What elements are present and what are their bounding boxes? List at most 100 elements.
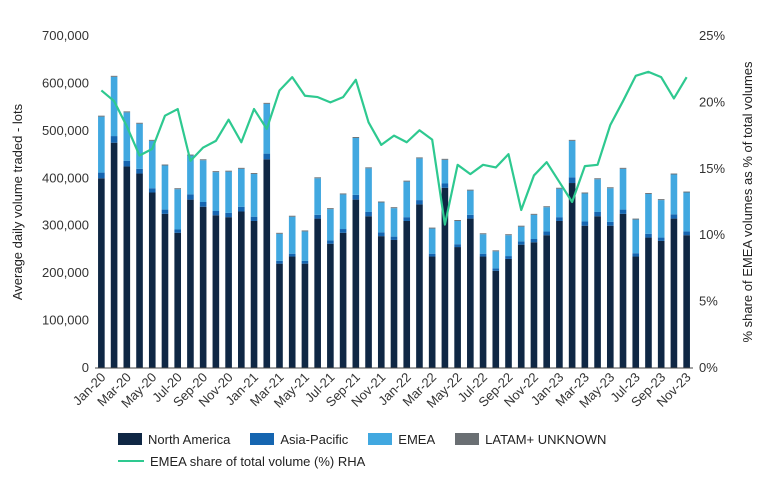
bar-segment-asia-pacific [416, 200, 423, 205]
bar-segment-emea [327, 209, 334, 241]
bar-segment-latam-unknown [428, 227, 436, 229]
bar-segment-north-america [416, 204, 423, 368]
bar-segment-north-america [632, 256, 640, 368]
bar-segment-latam-unknown [505, 234, 512, 236]
bar-segment-north-america [212, 215, 220, 368]
bar-segment-latam-unknown [136, 122, 143, 124]
bar-segment-latam-unknown [123, 111, 131, 113]
bar-segment-emea [606, 188, 614, 222]
bar-segment-latam-unknown [174, 188, 182, 190]
legend-item-latam-unknown: LATAM+ UNKNOWN [455, 432, 606, 447]
bar-segment-emea [352, 137, 360, 195]
bar-segment-asia-pacific [250, 216, 258, 221]
bar-segment-emea [632, 219, 640, 254]
bar-segment-latam-unknown [288, 215, 296, 217]
bar-segment-north-america [492, 270, 500, 368]
bar-segment-latam-unknown [683, 191, 690, 193]
bar-segment-north-america [479, 256, 487, 368]
bar-segment-latam-unknown [645, 192, 652, 194]
legend-swatch [250, 433, 275, 445]
bar-segment-latam-unknown [581, 192, 589, 194]
legend-label: LATAM+ UNKNOWN [485, 431, 607, 447]
bar-segment-emea [123, 112, 131, 161]
bar-segment-emea [288, 216, 296, 254]
bar-segment-emea [530, 214, 538, 239]
bar-segment-north-america [250, 220, 258, 368]
bar-segment-asia-pacific [467, 214, 474, 219]
bar-segment-latam-unknown [492, 250, 500, 252]
bar-segment-emea [543, 207, 550, 232]
bar-segment-asia-pacific [517, 241, 525, 245]
bar-segment-north-america [390, 239, 398, 368]
bar-segment-north-america [619, 213, 627, 368]
bar-segment-north-america [530, 242, 538, 368]
y2-tick-label: 25% [699, 28, 725, 43]
bar-segment-emea [441, 159, 449, 184]
bar-segment-latam-unknown [365, 167, 372, 169]
bar-segment-asia-pacific [110, 136, 118, 143]
bar-segment-north-america [454, 247, 461, 368]
bar-segment-north-america [594, 216, 601, 368]
bar-segment-latam-unknown [98, 115, 105, 117]
bar-segment-latam-unknown [110, 75, 118, 77]
bar-segment-emea [199, 160, 207, 202]
bar-segment-latam-unknown [212, 171, 220, 173]
bar-segment-latam-unknown [403, 180, 411, 182]
bar-segment-north-america [441, 187, 449, 368]
bar-segment-emea [505, 235, 512, 257]
legend-row: North America Asia-Pacific EMEA LATAM+ UNKN… [118, 428, 738, 450]
bar-segment-asia-pacific [352, 194, 360, 200]
bar-segment-north-america [683, 235, 690, 368]
bar-segment-asia-pacific [187, 194, 194, 200]
bar-segment-latam-unknown [238, 167, 245, 169]
bar-segment-emea [136, 123, 143, 169]
bar-segment-emea [365, 168, 372, 212]
bar-segment-north-america [187, 199, 194, 368]
bar-segment-north-america [606, 225, 614, 368]
bar-segment-asia-pacific [619, 209, 627, 214]
bar-segment-north-america [645, 237, 652, 368]
y2-tick-label: 0% [699, 360, 718, 375]
bar-segment-emea [174, 189, 182, 230]
bar-segment-emea [148, 140, 156, 189]
bar-segment-asia-pacific [98, 172, 105, 179]
bar-segment-north-america [148, 192, 156, 368]
bar-segment-emea [517, 226, 525, 242]
bar-segment-emea [276, 233, 283, 261]
bar-segment-asia-pacific [670, 214, 678, 219]
bar-segment-asia-pacific [377, 232, 385, 237]
bar-segment-asia-pacific [327, 240, 334, 244]
bar-segment-asia-pacific [288, 253, 296, 257]
bar-segment-asia-pacific [645, 233, 652, 238]
bar-segment-asia-pacific [199, 202, 207, 207]
bar-segment-asia-pacific [123, 160, 131, 167]
bar-segment-latam-unknown [339, 193, 347, 195]
bar-segment-latam-unknown [517, 225, 525, 227]
bar-segment-north-america [556, 220, 563, 368]
bar-segment-north-america [98, 178, 105, 368]
bar-segment-latam-unknown [632, 218, 640, 220]
bar-segment-north-america [161, 213, 169, 368]
bar-segment-north-america [377, 236, 385, 368]
bar-segment-asia-pacific [556, 217, 563, 221]
bar-segment-north-america [403, 220, 411, 368]
bar-segment-emea [390, 208, 398, 237]
bar-segment-emea [556, 188, 563, 218]
legend-line-swatch [118, 460, 144, 462]
bar-segment-latam-unknown [467, 189, 474, 191]
bar-segment-asia-pacific [683, 231, 690, 236]
y2-tick-label: 15% [699, 161, 725, 176]
bar-segment-asia-pacific [225, 212, 232, 218]
bar-segment-latam-unknown [619, 167, 627, 169]
bar-segment-asia-pacific [238, 206, 245, 212]
legend-item-asia-pacific: Asia-Pacific [250, 432, 348, 447]
bar-segment-latam-unknown [390, 207, 398, 209]
bar-segment-north-america [263, 159, 271, 368]
bar-segment-north-america [467, 218, 474, 368]
bar-segment-latam-unknown [530, 213, 538, 215]
bar-segment-emea [467, 190, 474, 215]
bar-segment-asia-pacific [479, 253, 487, 257]
bar-segment-latam-unknown [657, 199, 665, 201]
bar-segment-emea [479, 234, 487, 254]
bar-segment-latam-unknown [327, 208, 334, 210]
